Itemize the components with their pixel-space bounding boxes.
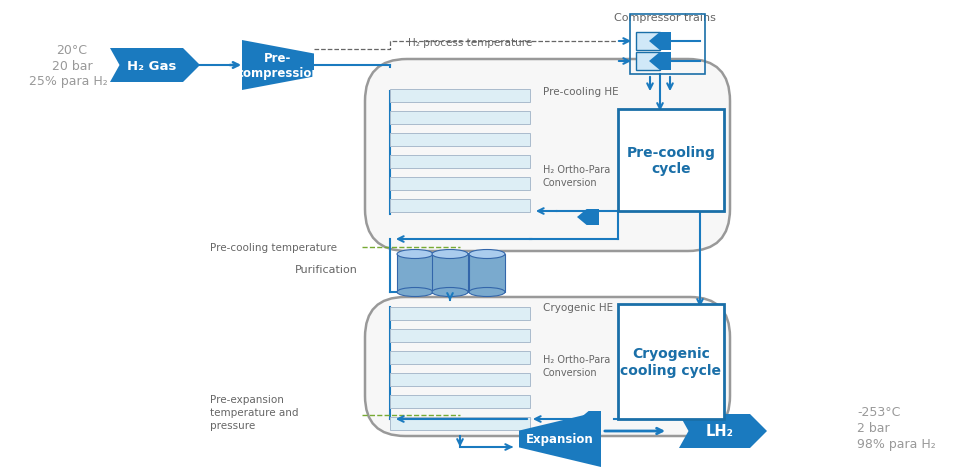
Text: Expansion: Expansion (526, 433, 594, 446)
Bar (630, 15, 705, 75)
Polygon shape (649, 53, 671, 71)
Polygon shape (519, 411, 601, 467)
Text: H₂ Ortho-Para: H₂ Ortho-Para (543, 354, 610, 364)
Text: H₂ Ortho-Para: H₂ Ortho-Para (543, 165, 610, 175)
Text: Compressor trains: Compressor trains (614, 13, 716, 23)
Text: 25% para H₂: 25% para H₂ (29, 75, 108, 89)
Text: Conversion: Conversion (543, 367, 598, 377)
Bar (390, 417, 530, 430)
Polygon shape (110, 49, 200, 83)
Bar (636, 53, 660, 71)
Polygon shape (579, 411, 601, 427)
Ellipse shape (469, 288, 505, 297)
Bar (469, 255, 505, 292)
Text: pressure: pressure (210, 420, 255, 430)
Ellipse shape (432, 288, 468, 297)
Polygon shape (649, 33, 671, 51)
Text: -253°C: -253°C (857, 406, 900, 418)
Bar (390, 373, 530, 386)
Text: Pre-cooling
cycle: Pre-cooling cycle (627, 146, 715, 176)
Text: 2 bar: 2 bar (857, 422, 890, 435)
Bar (390, 307, 530, 320)
Text: Pre-
compression: Pre- compression (236, 52, 320, 80)
Text: Cryogenic HE: Cryogenic HE (543, 302, 613, 312)
Bar (390, 351, 530, 364)
Text: 20 bar: 20 bar (51, 60, 92, 72)
Bar (636, 33, 660, 51)
Bar (390, 112, 530, 125)
Bar (397, 255, 433, 292)
Bar (390, 90, 530, 103)
Bar (618, 304, 724, 419)
Bar (390, 178, 530, 190)
Polygon shape (577, 209, 599, 226)
Bar (390, 395, 530, 408)
Ellipse shape (432, 250, 468, 259)
Ellipse shape (397, 250, 433, 259)
Text: Pre-cooling temperature: Pre-cooling temperature (210, 242, 337, 252)
Text: H₂ Gas: H₂ Gas (127, 60, 176, 72)
Text: 20°C: 20°C (56, 43, 87, 56)
Bar (390, 199, 530, 213)
Text: Conversion: Conversion (543, 178, 598, 188)
Text: Pre-cooling HE: Pre-cooling HE (543, 87, 618, 97)
Bar (390, 329, 530, 342)
Bar (390, 134, 530, 147)
Bar (618, 110, 724, 211)
Polygon shape (679, 414, 767, 448)
FancyBboxPatch shape (365, 60, 730, 251)
Text: 98% para H₂: 98% para H₂ (857, 437, 936, 451)
Polygon shape (242, 41, 314, 91)
Text: Cryogenic
cooling cycle: Cryogenic cooling cycle (620, 347, 722, 377)
Text: LH₂: LH₂ (705, 424, 734, 438)
Bar (390, 156, 530, 169)
Ellipse shape (469, 250, 505, 259)
Text: Pre-expansion: Pre-expansion (210, 394, 284, 404)
Ellipse shape (397, 288, 433, 297)
FancyBboxPatch shape (365, 298, 730, 436)
Bar (432, 255, 468, 292)
Text: Purification: Purification (295, 265, 358, 275)
Text: H₂ process temperature: H₂ process temperature (408, 38, 532, 48)
Text: temperature and: temperature and (210, 407, 298, 417)
